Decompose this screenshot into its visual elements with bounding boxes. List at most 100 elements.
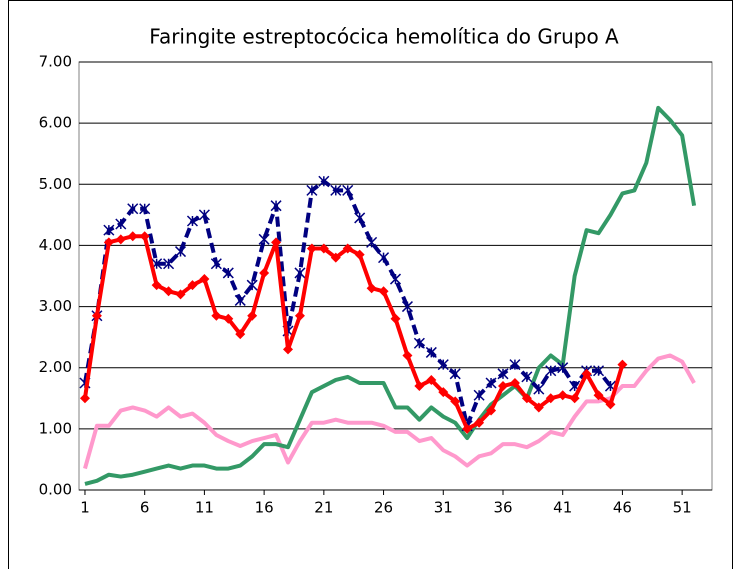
data-point bbox=[198, 209, 210, 221]
data-point bbox=[389, 273, 402, 285]
data-point bbox=[521, 393, 532, 404]
data-point bbox=[223, 313, 234, 324]
data-point bbox=[318, 243, 329, 254]
x-tick-label: 11 bbox=[195, 499, 214, 517]
data-point bbox=[222, 267, 234, 279]
data-point bbox=[521, 371, 533, 383]
data-point bbox=[163, 258, 175, 270]
data-point bbox=[199, 274, 210, 285]
data-point bbox=[139, 231, 150, 242]
data-point bbox=[175, 289, 186, 300]
data-point bbox=[342, 243, 353, 254]
data-point bbox=[497, 368, 509, 380]
data-point bbox=[235, 329, 246, 340]
y-tick-label: 6.00 bbox=[39, 114, 72, 132]
y-tick-label: 4.00 bbox=[39, 236, 72, 254]
x-tick-label: 26 bbox=[374, 499, 393, 517]
data-point bbox=[437, 359, 449, 371]
data-point bbox=[425, 346, 437, 358]
x-tick-label: 41 bbox=[553, 499, 572, 517]
data-point bbox=[330, 184, 342, 196]
data-point bbox=[450, 396, 461, 407]
data-point bbox=[294, 267, 306, 279]
y-tick-label: 7.00 bbox=[39, 53, 72, 71]
data-point bbox=[270, 200, 282, 212]
data-point bbox=[378, 252, 390, 264]
data-point bbox=[174, 246, 187, 258]
data-point bbox=[342, 184, 354, 196]
data-point bbox=[401, 301, 413, 313]
x-tick-label: 1 bbox=[80, 499, 90, 517]
data-point bbox=[283, 344, 294, 355]
data-point bbox=[533, 402, 544, 413]
data-point bbox=[271, 237, 282, 248]
data-point bbox=[258, 233, 270, 245]
data-point bbox=[246, 279, 258, 291]
data-point bbox=[139, 203, 151, 215]
data-point bbox=[413, 337, 425, 349]
data-point bbox=[617, 359, 628, 370]
data-point bbox=[605, 399, 616, 410]
data-point bbox=[474, 417, 485, 428]
data-point bbox=[91, 310, 102, 321]
y-tick-label: 1.00 bbox=[39, 419, 72, 437]
series-line bbox=[84, 105, 697, 486]
data-point bbox=[366, 236, 378, 248]
data-point bbox=[187, 280, 198, 291]
data-point bbox=[306, 184, 318, 196]
y-tick-label: 2.00 bbox=[39, 358, 72, 376]
data-point bbox=[557, 390, 568, 401]
data-point bbox=[115, 234, 126, 245]
x-tick-label: 36 bbox=[493, 499, 512, 517]
data-point bbox=[330, 252, 341, 263]
data-point bbox=[509, 378, 520, 388]
x-tick-label: 16 bbox=[255, 499, 274, 517]
x-tick-label: 21 bbox=[314, 499, 333, 517]
data-point bbox=[259, 267, 270, 278]
x-tick-label: 31 bbox=[434, 499, 453, 517]
series-line bbox=[82, 234, 625, 431]
data-point bbox=[247, 310, 258, 321]
x-tick-label: 6 bbox=[140, 499, 150, 517]
x-tick-label: 51 bbox=[673, 499, 692, 517]
data-point bbox=[545, 393, 556, 404]
data-point bbox=[497, 381, 508, 392]
data-point bbox=[390, 313, 401, 324]
data-point bbox=[151, 280, 162, 291]
data-point bbox=[449, 368, 461, 380]
data-point bbox=[210, 258, 222, 270]
data-point bbox=[414, 381, 425, 392]
x-tick-label: 46 bbox=[613, 499, 632, 517]
data-point bbox=[462, 423, 473, 434]
data-point bbox=[354, 212, 366, 224]
data-point bbox=[127, 203, 139, 215]
data-point bbox=[103, 224, 115, 236]
data-point bbox=[426, 374, 437, 385]
data-point bbox=[354, 249, 365, 260]
y-tick-label: 0.00 bbox=[39, 481, 72, 499]
data-point bbox=[103, 237, 114, 248]
series-line bbox=[83, 353, 696, 470]
data-point bbox=[402, 350, 413, 361]
data-point bbox=[545, 365, 557, 377]
data-point bbox=[306, 243, 317, 254]
data-point bbox=[234, 294, 246, 306]
data-point bbox=[115, 218, 127, 230]
data-point bbox=[318, 175, 330, 187]
data-point bbox=[163, 286, 174, 297]
chart-title: Faringite estreptocócica hemolítica do G… bbox=[149, 25, 619, 49]
data-point bbox=[486, 405, 497, 416]
y-tick-label: 3.00 bbox=[39, 297, 72, 315]
data-point bbox=[378, 286, 389, 297]
data-point bbox=[593, 365, 605, 377]
data-point bbox=[557, 362, 569, 374]
data-point bbox=[569, 393, 580, 404]
data-point bbox=[533, 383, 545, 395]
data-point bbox=[581, 368, 592, 379]
data-point bbox=[473, 389, 485, 401]
data-point bbox=[294, 310, 305, 321]
data-point bbox=[79, 393, 90, 404]
y-tick-label: 5.00 bbox=[39, 175, 72, 193]
data-point bbox=[127, 231, 138, 242]
